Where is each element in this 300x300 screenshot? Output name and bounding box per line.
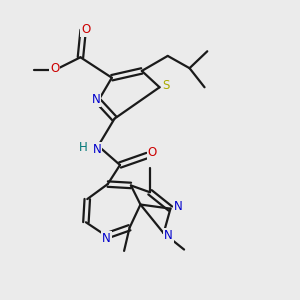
Text: S: S	[162, 79, 169, 92]
Text: O: O	[81, 23, 91, 36]
Text: H: H	[79, 141, 88, 154]
Text: O: O	[50, 62, 59, 75]
Text: O: O	[148, 146, 157, 159]
Text: N: N	[174, 200, 183, 213]
Text: N: N	[164, 230, 173, 242]
Text: N: N	[92, 93, 100, 106]
Text: N: N	[102, 232, 111, 244]
Text: N: N	[92, 143, 101, 156]
